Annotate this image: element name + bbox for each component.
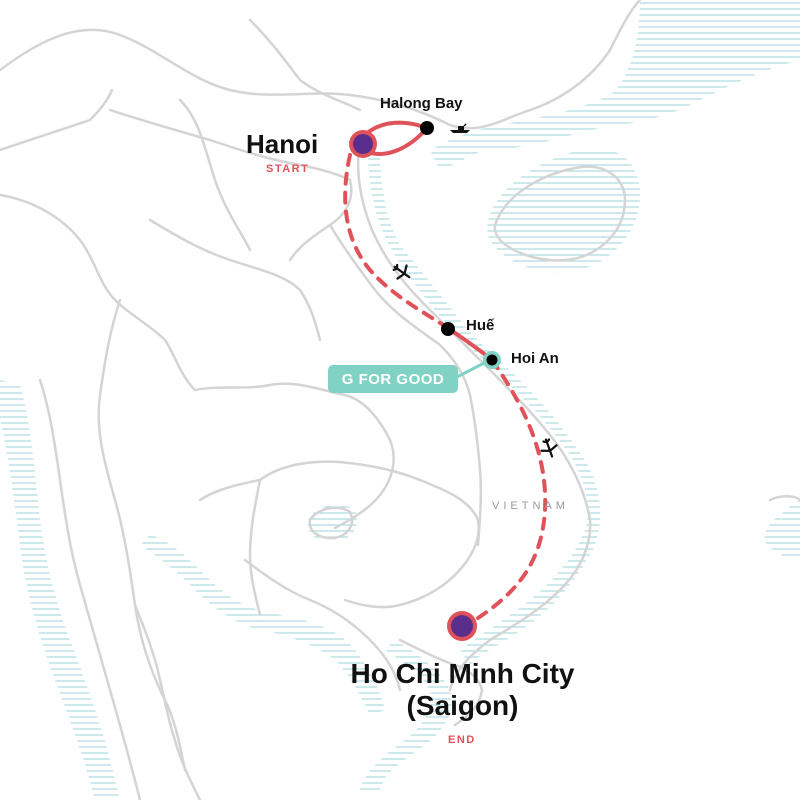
border-lake bbox=[308, 506, 354, 540]
coast-hatch-west-gulf bbox=[140, 535, 385, 715]
border-thailand-cambodia bbox=[198, 478, 262, 617]
border-vn-coast bbox=[356, 138, 592, 692]
coast-hatch-east bbox=[764, 500, 800, 560]
border-delta bbox=[398, 638, 484, 727]
border-cambodia bbox=[258, 460, 481, 609]
border-china-north bbox=[0, 0, 642, 130]
coast-hatch-central bbox=[368, 150, 601, 665]
hcmc-marker[interactable] bbox=[447, 611, 477, 641]
markers bbox=[349, 121, 501, 641]
border-vn-laos-central bbox=[328, 223, 483, 547]
coast-hatch-west bbox=[0, 380, 120, 800]
hue-dot[interactable] bbox=[441, 322, 455, 336]
halong-bay-dot[interactable] bbox=[420, 121, 434, 135]
border-east-island bbox=[768, 495, 800, 502]
end-tag: END bbox=[448, 734, 476, 746]
hcmc-label-line1: Ho Chi Minh City bbox=[350, 658, 575, 689]
boat-icon bbox=[450, 123, 470, 133]
hanoi-label: Hanoi bbox=[246, 129, 319, 159]
start-tag: START bbox=[266, 163, 310, 175]
plane-icon bbox=[540, 438, 558, 458]
hue-label: Huế bbox=[466, 317, 495, 334]
country-label: VIETNAM bbox=[492, 500, 569, 512]
border-gulf bbox=[243, 558, 402, 692]
g-for-good-badge[interactable]: G FOR GOOD bbox=[328, 365, 458, 393]
border-north-inner bbox=[178, 98, 252, 252]
hanoi-marker[interactable] bbox=[349, 130, 377, 158]
route-leg-hoian-hcmc-flight bbox=[476, 358, 548, 620]
border-upper-left bbox=[0, 88, 114, 152]
coast-hatch-south bbox=[360, 640, 452, 790]
hcmc-label: Ho Chi Minh City (Saigon) bbox=[330, 658, 595, 722]
coast-hatch-north bbox=[430, 0, 800, 170]
hoi-an-marker[interactable] bbox=[483, 351, 501, 369]
border-thai-south bbox=[133, 603, 202, 800]
halong-bay-label: Halong Bay bbox=[380, 95, 463, 112]
border-china-inner bbox=[248, 18, 362, 112]
hoi-an-label: Hoi An bbox=[511, 350, 559, 367]
coast-hatch-tonle-sap bbox=[307, 504, 358, 543]
border-laos-thailand bbox=[193, 382, 395, 530]
border-laos-inner bbox=[148, 218, 322, 342]
plane-icon bbox=[392, 263, 411, 280]
border-hainan bbox=[493, 165, 627, 262]
route-leg-hanoi-hue-flight bbox=[343, 153, 450, 330]
coast-hatch-hainan bbox=[487, 148, 640, 273]
hcmc-label-line2: (Saigon) bbox=[406, 690, 519, 722]
border-laos-myanmar bbox=[0, 193, 197, 392]
border-west-coast bbox=[38, 378, 142, 800]
